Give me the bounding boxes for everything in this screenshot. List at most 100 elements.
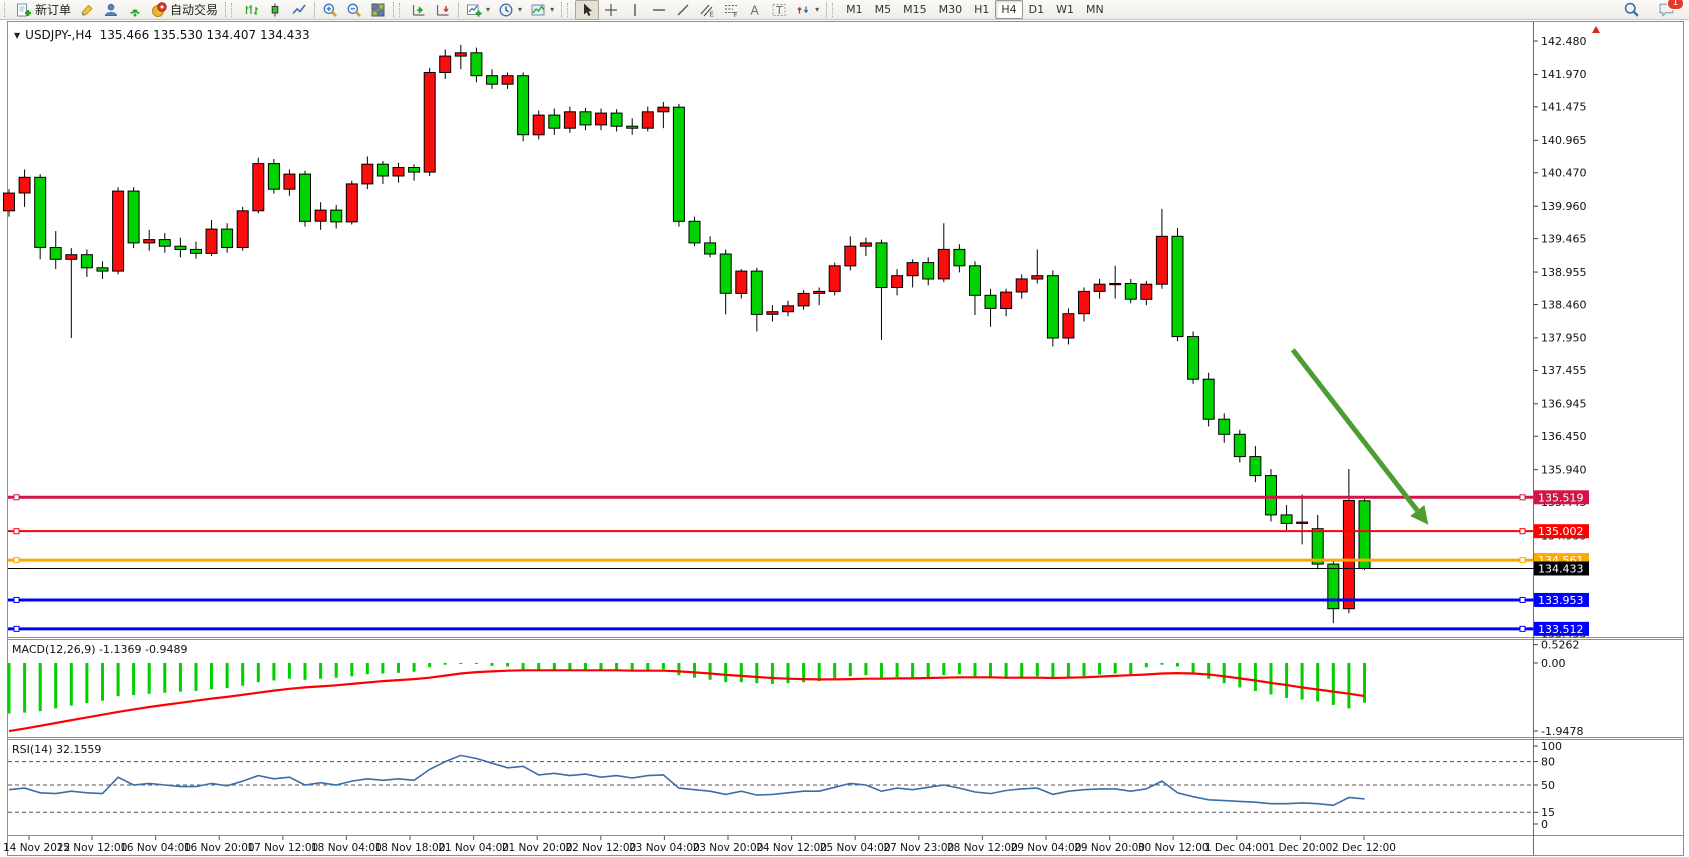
chevron-down-icon[interactable]: ▾	[518, 5, 523, 14]
channel-tool-button[interactable]: E	[695, 0, 719, 20]
time-tick-label: 21 Nov 20:00	[502, 842, 573, 854]
hline-handle[interactable]	[1519, 596, 1526, 603]
toolbar-grip[interactable]	[4, 2, 9, 17]
notification-badge: 1	[1667, 0, 1684, 10]
macd-histogram-bar	[1004, 663, 1008, 679]
macd-histogram-bar	[443, 663, 447, 665]
text-tool-button[interactable]: A	[743, 0, 767, 20]
auto-trading-button[interactable]: 自动交易	[147, 0, 222, 20]
trendline-tool-button[interactable]	[671, 0, 695, 20]
search-button[interactable]	[1619, 0, 1644, 20]
candle-body	[517, 75, 530, 136]
chart-canvas[interactable]: 142.480 141.970 141.475 140.965 140.470 139.9…	[0, 20, 1689, 857]
macd-histogram-bar	[474, 663, 478, 664]
timeframe-w1[interactable]: W1	[1056, 3, 1074, 16]
chevron-down-icon[interactable]: ▾	[550, 5, 555, 14]
price-badge	[1534, 524, 1589, 539]
macd-histogram-bar	[1207, 663, 1211, 679]
candle-body	[1296, 521, 1309, 524]
timeframe-m5[interactable]: M5	[874, 3, 892, 16]
signals-icon	[130, 9, 140, 16]
rsi-axis-label: 80	[1541, 755, 1555, 768]
fibonacci-tool-button[interactable]: F	[719, 0, 743, 20]
price-badges: 135.519135.002134.561134.433133.953133.5…	[1534, 490, 1589, 636]
candle-body	[969, 265, 981, 296]
scroll-to-end-icon[interactable]	[1592, 26, 1600, 33]
timeframe-m1[interactable]: M1	[846, 3, 863, 16]
timeframe-mn[interactable]: MN	[1086, 3, 1104, 16]
timeframe-h4[interactable]: H4	[995, 0, 1023, 19]
crosshair-tool-button[interactable]	[599, 0, 623, 20]
macd-histogram-bar	[163, 663, 167, 693]
candle-body	[532, 114, 545, 136]
macd-histogram-bar	[724, 663, 728, 683]
price-tick-label: 140.965	[1541, 134, 1587, 147]
toolbar-grip[interactable]	[567, 2, 572, 17]
candle-body	[766, 311, 779, 315]
marker-button[interactable]	[75, 0, 99, 20]
text-label-tool-button[interactable]: T	[767, 0, 791, 20]
macd-histogram-bar	[1331, 663, 1335, 705]
candle-body	[1249, 456, 1262, 477]
toolbar-grip[interactable]	[231, 2, 236, 17]
candle-body	[579, 111, 592, 126]
periods-button[interactable]: ▾	[494, 0, 526, 20]
vertical-line-tool-button[interactable]	[623, 0, 647, 20]
macd-histogram-bar	[584, 663, 587, 671]
macd-histogram-bar	[1316, 663, 1320, 702]
hline-handle[interactable]	[1519, 494, 1526, 501]
cursor-tool-button[interactable]	[575, 0, 600, 20]
new-chart-button[interactable]: ▾	[462, 0, 494, 20]
macd-histogram-bar	[7, 663, 11, 714]
macd-histogram-bar	[319, 663, 323, 679]
line-chart-button[interactable]	[287, 0, 311, 20]
chart-shift-button[interactable]	[431, 0, 455, 20]
timeframe-h1[interactable]: H1	[974, 3, 990, 16]
candle-body	[688, 220, 701, 244]
price-tick-label: 136.945	[1541, 398, 1587, 411]
macd-histogram-bar	[693, 663, 696, 678]
hline-handle[interactable]	[1519, 557, 1526, 564]
macd-histogram-bar	[147, 663, 151, 694]
timeframe-m30[interactable]: M30	[938, 3, 963, 16]
tile-windows-button[interactable]	[366, 0, 390, 20]
templates-button[interactable]: ▾	[526, 0, 558, 20]
new-order-button[interactable]: 新订单	[12, 0, 75, 20]
chevron-down-icon[interactable]: ▾	[815, 5, 820, 14]
price-badge-label: 135.519	[1538, 491, 1584, 504]
candle-body	[143, 239, 156, 244]
trend-arrow[interactable]	[1290, 348, 1429, 525]
symbol-dropdown-icon[interactable]: ▼	[14, 31, 21, 40]
toolbar-grip[interactable]	[832, 2, 837, 17]
hline-handle[interactable]	[1519, 625, 1526, 632]
toolbar-grip[interactable]	[399, 2, 404, 17]
hline-handle[interactable]	[13, 557, 20, 564]
community-button[interactable]	[99, 0, 123, 20]
hline-handle[interactable]	[13, 596, 20, 603]
signals-button[interactable]	[123, 0, 147, 20]
price-badge-label: 133.512	[1538, 623, 1584, 636]
price-badge	[1534, 561, 1589, 576]
timeframe-m15[interactable]: M15	[903, 3, 927, 16]
horizontal-line-tool-button[interactable]	[647, 0, 671, 20]
candle-body	[1327, 563, 1340, 610]
candle-body	[423, 72, 436, 173]
zoom-out-button[interactable]	[342, 0, 366, 20]
hline-handle[interactable]	[1519, 528, 1526, 535]
price-tick-label: 138.955	[1541, 266, 1587, 279]
macd-histogram-bar	[241, 663, 245, 686]
notifications-button[interactable]: 1	[1654, 0, 1684, 20]
candlestick-chart-button[interactable]	[263, 0, 287, 20]
chevron-down-icon[interactable]: ▾	[486, 5, 491, 14]
hline-handle[interactable]	[13, 494, 20, 501]
timeframe-d1[interactable]: D1	[1028, 3, 1045, 16]
auto-scroll-button[interactable]	[407, 0, 431, 20]
bar-chart-button[interactable]	[239, 0, 263, 20]
candle-body	[1046, 275, 1059, 339]
hline-handle[interactable]	[13, 528, 20, 535]
candle-body	[1000, 291, 1013, 310]
rsi-axis-label: 50	[1541, 779, 1555, 792]
hline-handle[interactable]	[13, 625, 20, 632]
arrows-tool-button[interactable]: ▾	[791, 0, 823, 20]
zoom-in-button[interactable]	[318, 0, 342, 20]
